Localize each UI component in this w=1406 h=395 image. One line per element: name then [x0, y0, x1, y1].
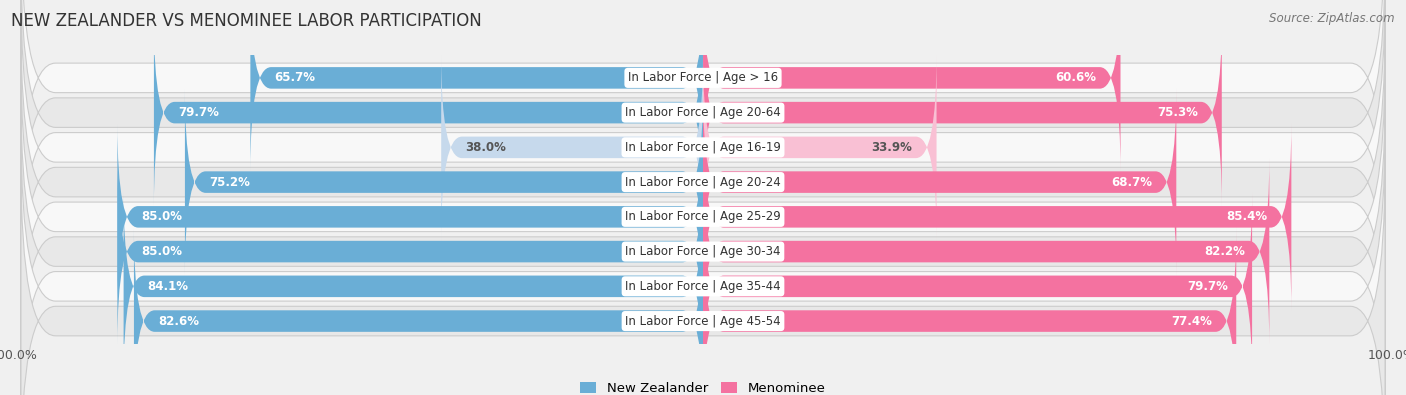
FancyBboxPatch shape — [21, 23, 1385, 341]
Text: 38.0%: 38.0% — [465, 141, 506, 154]
FancyBboxPatch shape — [134, 228, 703, 395]
Text: 85.0%: 85.0% — [142, 245, 183, 258]
FancyBboxPatch shape — [250, 0, 703, 171]
Text: 60.6%: 60.6% — [1056, 71, 1097, 85]
Text: In Labor Force | Age 45-54: In Labor Force | Age 45-54 — [626, 314, 780, 327]
FancyBboxPatch shape — [703, 54, 936, 241]
FancyBboxPatch shape — [21, 0, 1385, 237]
Text: 79.7%: 79.7% — [179, 106, 219, 119]
FancyBboxPatch shape — [21, 0, 1385, 306]
Text: In Labor Force | Age 30-34: In Labor Force | Age 30-34 — [626, 245, 780, 258]
FancyBboxPatch shape — [703, 123, 1291, 310]
Text: In Labor Force | Age 20-64: In Labor Force | Age 20-64 — [626, 106, 780, 119]
FancyBboxPatch shape — [21, 0, 1385, 272]
Text: 33.9%: 33.9% — [872, 141, 912, 154]
FancyBboxPatch shape — [186, 88, 703, 276]
FancyBboxPatch shape — [441, 54, 703, 241]
Text: 82.6%: 82.6% — [157, 314, 200, 327]
FancyBboxPatch shape — [124, 193, 703, 380]
Text: 77.4%: 77.4% — [1171, 314, 1212, 327]
Text: 79.7%: 79.7% — [1187, 280, 1227, 293]
FancyBboxPatch shape — [153, 19, 703, 206]
Text: In Labor Force | Age 35-44: In Labor Force | Age 35-44 — [626, 280, 780, 293]
FancyBboxPatch shape — [21, 128, 1385, 395]
FancyBboxPatch shape — [21, 162, 1385, 395]
FancyBboxPatch shape — [703, 19, 1222, 206]
Text: 85.4%: 85.4% — [1226, 211, 1267, 223]
FancyBboxPatch shape — [21, 93, 1385, 395]
Text: 65.7%: 65.7% — [274, 71, 315, 85]
Text: In Labor Force | Age 25-29: In Labor Force | Age 25-29 — [626, 211, 780, 223]
FancyBboxPatch shape — [117, 123, 703, 310]
Text: In Labor Force | Age 16-19: In Labor Force | Age 16-19 — [626, 141, 780, 154]
Text: 75.3%: 75.3% — [1157, 106, 1198, 119]
FancyBboxPatch shape — [703, 88, 1177, 276]
FancyBboxPatch shape — [117, 158, 703, 345]
Text: 85.0%: 85.0% — [142, 211, 183, 223]
Text: Source: ZipAtlas.com: Source: ZipAtlas.com — [1270, 12, 1395, 25]
Text: NEW ZEALANDER VS MENOMINEE LABOR PARTICIPATION: NEW ZEALANDER VS MENOMINEE LABOR PARTICI… — [11, 12, 482, 30]
Text: 68.7%: 68.7% — [1111, 176, 1152, 188]
FancyBboxPatch shape — [703, 158, 1270, 345]
FancyBboxPatch shape — [703, 228, 1236, 395]
Text: 82.2%: 82.2% — [1205, 245, 1246, 258]
Text: In Labor Force | Age 20-24: In Labor Force | Age 20-24 — [626, 176, 780, 188]
Text: 84.1%: 84.1% — [148, 280, 188, 293]
FancyBboxPatch shape — [703, 193, 1253, 380]
Text: In Labor Force | Age > 16: In Labor Force | Age > 16 — [628, 71, 778, 85]
FancyBboxPatch shape — [703, 0, 1121, 171]
Text: 75.2%: 75.2% — [209, 176, 250, 188]
FancyBboxPatch shape — [21, 58, 1385, 376]
Legend: New Zealander, Menominee: New Zealander, Menominee — [575, 377, 831, 395]
